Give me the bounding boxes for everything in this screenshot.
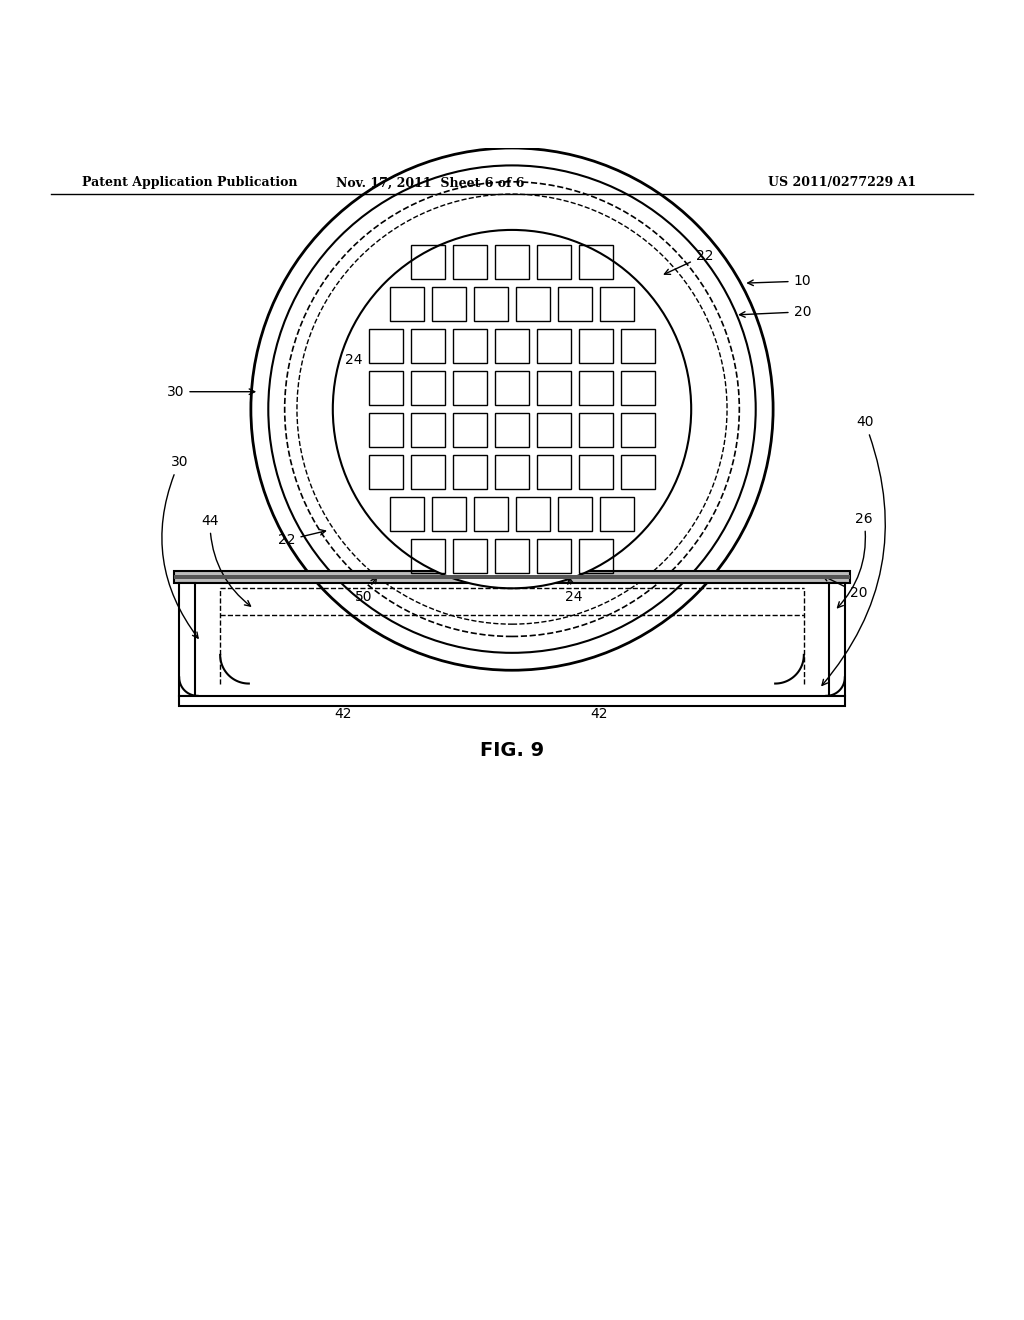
Bar <box>496 455 528 488</box>
Bar <box>496 413 528 447</box>
Bar <box>369 329 402 363</box>
Text: 30: 30 <box>167 384 255 399</box>
Text: 44: 44 <box>201 513 251 606</box>
Bar <box>537 371 571 405</box>
Circle shape <box>333 230 691 589</box>
Bar <box>174 572 850 583</box>
Bar <box>474 498 508 531</box>
Bar <box>496 371 528 405</box>
Bar <box>600 288 634 321</box>
Bar <box>558 498 592 531</box>
Bar <box>580 329 612 363</box>
Bar <box>432 288 466 321</box>
Text: US 2011/0277229 A1: US 2011/0277229 A1 <box>768 177 916 189</box>
Bar <box>580 413 612 447</box>
Text: 26: 26 <box>838 512 872 607</box>
Text: 10: 10 <box>748 275 811 288</box>
Bar <box>179 583 195 696</box>
Bar <box>411 455 444 488</box>
Bar <box>174 576 850 579</box>
Bar <box>537 329 571 363</box>
Bar <box>496 539 528 573</box>
Bar <box>580 246 612 279</box>
Bar <box>558 288 592 321</box>
Text: 22: 22 <box>665 248 714 275</box>
Bar <box>537 413 571 447</box>
Bar <box>369 455 402 488</box>
Text: 40: 40 <box>822 416 886 685</box>
Bar <box>516 288 550 321</box>
Text: 24: 24 <box>564 578 583 603</box>
Bar <box>580 539 612 573</box>
Bar <box>390 498 424 531</box>
Text: Patent Application Publication: Patent Application Publication <box>82 177 297 189</box>
Text: Nov. 17, 2011  Sheet 6 of 6: Nov. 17, 2011 Sheet 6 of 6 <box>336 177 524 189</box>
Text: 42: 42 <box>590 708 608 721</box>
Bar <box>432 498 466 531</box>
Text: 20: 20 <box>823 576 867 601</box>
Bar <box>411 413 444 447</box>
Bar <box>179 696 845 706</box>
Bar <box>516 498 550 531</box>
Bar <box>369 371 402 405</box>
Text: 50: 50 <box>354 578 377 603</box>
Bar <box>453 413 487 447</box>
Bar <box>411 246 444 279</box>
Bar <box>537 539 571 573</box>
Text: 42: 42 <box>334 708 352 721</box>
Text: 24: 24 <box>344 352 362 367</box>
Bar <box>411 371 444 405</box>
Bar <box>580 371 612 405</box>
Bar <box>621 371 655 405</box>
Bar <box>453 455 487 488</box>
Bar <box>580 455 612 488</box>
Text: FIG. 9: FIG. 9 <box>480 741 544 759</box>
Bar <box>621 329 655 363</box>
Bar <box>621 413 655 447</box>
Text: 20: 20 <box>739 305 811 319</box>
Bar <box>829 583 845 696</box>
Bar <box>369 413 402 447</box>
Bar <box>453 539 486 573</box>
Bar <box>537 246 571 279</box>
Bar <box>621 455 655 488</box>
Bar <box>537 455 571 488</box>
Bar <box>496 329 528 363</box>
Bar <box>453 371 487 405</box>
Bar <box>453 246 486 279</box>
Bar <box>453 329 487 363</box>
Bar <box>411 329 444 363</box>
Bar <box>390 288 424 321</box>
Text: 22: 22 <box>278 529 326 548</box>
Bar <box>474 288 508 321</box>
Bar <box>411 539 444 573</box>
Text: 30: 30 <box>162 455 198 638</box>
Bar <box>600 498 634 531</box>
Bar <box>496 246 528 279</box>
Text: FIG. 8: FIG. 8 <box>480 484 544 504</box>
